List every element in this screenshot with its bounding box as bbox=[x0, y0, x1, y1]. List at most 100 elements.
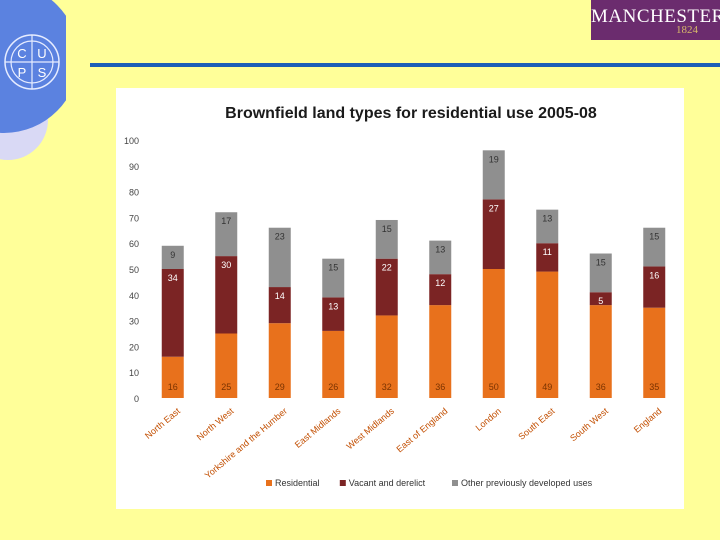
data-label: 16 bbox=[649, 270, 659, 280]
bar-segment bbox=[375, 315, 398, 398]
bar-segment bbox=[643, 227, 666, 267]
y-tick-label: 20 bbox=[129, 342, 139, 352]
bar-segment bbox=[482, 269, 505, 398]
data-label: 50 bbox=[489, 382, 499, 392]
data-label: 34 bbox=[168, 273, 178, 283]
bar-segment bbox=[161, 356, 184, 398]
data-label: 22 bbox=[382, 263, 392, 273]
y-tick-label: 80 bbox=[129, 188, 139, 198]
data-label: 11 bbox=[543, 247, 552, 257]
data-label: 30 bbox=[221, 260, 231, 270]
x-tick-label: East Midlands bbox=[293, 406, 343, 450]
x-tick-label: South East bbox=[516, 406, 557, 442]
bar-segment bbox=[429, 305, 452, 398]
data-label: 29 bbox=[275, 382, 285, 392]
data-label: 26 bbox=[328, 382, 338, 392]
data-label: 36 bbox=[435, 382, 445, 392]
bar-segment bbox=[643, 307, 666, 398]
legend-label: Vacant and derelict bbox=[349, 478, 426, 488]
data-label: 13 bbox=[435, 245, 445, 255]
y-tick-label: 10 bbox=[129, 368, 139, 378]
data-label: 15 bbox=[649, 232, 659, 242]
x-tick-label: London bbox=[474, 406, 503, 433]
data-label: 16 bbox=[168, 382, 178, 392]
data-label: 15 bbox=[328, 263, 338, 273]
data-label: 12 bbox=[435, 278, 445, 288]
data-label: 9 bbox=[170, 250, 175, 260]
badge-letter-u: U bbox=[37, 46, 46, 61]
data-label: 15 bbox=[596, 258, 606, 268]
data-label: 36 bbox=[596, 382, 606, 392]
cups-logo-decoration: C U P S bbox=[0, 0, 66, 160]
university-name: MANCHESTER bbox=[591, 6, 720, 27]
bar-segment bbox=[375, 258, 398, 316]
data-label: 17 bbox=[221, 216, 231, 226]
chart-panel: Brownfield land types for residential us… bbox=[116, 88, 684, 509]
x-tick-label: South West bbox=[568, 406, 610, 444]
bar-segment bbox=[536, 209, 559, 244]
university-year: 1824 bbox=[676, 24, 698, 36]
data-label: 23 bbox=[275, 232, 285, 242]
y-tick-label: 60 bbox=[129, 239, 139, 249]
bar-segment bbox=[429, 274, 452, 306]
y-tick-label: 100 bbox=[124, 136, 139, 146]
legend-swatch bbox=[266, 480, 272, 486]
legend-swatch bbox=[452, 480, 458, 486]
data-label: 15 bbox=[382, 224, 392, 234]
bar-segment bbox=[589, 292, 612, 306]
bar-segment bbox=[536, 271, 559, 398]
bar-segment bbox=[215, 256, 238, 334]
bar-segment bbox=[643, 266, 666, 308]
bar-segment bbox=[375, 219, 398, 259]
badge-letter-c: C bbox=[17, 46, 26, 61]
data-label: 19 bbox=[489, 154, 499, 164]
bar-segment bbox=[482, 150, 505, 200]
y-tick-label: 70 bbox=[129, 213, 139, 223]
x-tick-label: North West bbox=[195, 406, 236, 443]
badge-letter-p: P bbox=[18, 65, 27, 80]
data-label: 14 bbox=[275, 291, 285, 301]
legend-label: Residential bbox=[275, 478, 320, 488]
x-tick-label: England bbox=[632, 406, 664, 435]
university-logo: MANCHESTER 1824 bbox=[591, 0, 720, 40]
bar-segment bbox=[322, 258, 345, 298]
x-tick-label: West Midlands bbox=[345, 406, 397, 452]
header-rule bbox=[90, 63, 720, 67]
y-tick-label: 90 bbox=[129, 162, 139, 172]
bar-segment bbox=[268, 323, 291, 398]
legend-label: Other previously developed uses bbox=[461, 478, 593, 488]
bar-segment bbox=[536, 243, 559, 272]
data-label: 35 bbox=[649, 382, 659, 392]
y-tick-label: 40 bbox=[129, 291, 139, 301]
chart-title: Brownfield land types for residential us… bbox=[225, 105, 597, 122]
badge-letter-s: S bbox=[38, 65, 47, 80]
y-tick-label: 30 bbox=[129, 317, 139, 327]
stacked-bar-chart: Brownfield land types for residential us… bbox=[124, 105, 666, 488]
data-label: 13 bbox=[542, 214, 552, 224]
y-tick-label: 0 bbox=[134, 394, 139, 404]
bar-segment bbox=[215, 212, 238, 257]
legend-swatch bbox=[339, 480, 346, 486]
data-label: 49 bbox=[542, 382, 552, 392]
data-label: 27 bbox=[489, 203, 499, 213]
bar-segment bbox=[268, 287, 291, 324]
bar-segment bbox=[268, 227, 291, 288]
bar-segment bbox=[429, 240, 452, 275]
data-label: 5 bbox=[598, 296, 603, 306]
bar-segment bbox=[322, 330, 345, 398]
bar-segment bbox=[322, 297, 345, 331]
x-tick-label: North East bbox=[143, 406, 182, 441]
data-label: 32 bbox=[382, 382, 392, 392]
data-label: 25 bbox=[221, 382, 231, 392]
bar-segment bbox=[482, 199, 505, 269]
bar-segment bbox=[589, 305, 612, 398]
data-label: 13 bbox=[328, 301, 338, 311]
x-tick-label: East of England bbox=[394, 406, 449, 455]
decor-circle-blue bbox=[0, 0, 66, 133]
y-tick-label: 50 bbox=[129, 265, 139, 275]
cups-badge: C U P S bbox=[4, 34, 60, 90]
bar-segment bbox=[161, 269, 184, 357]
bar-segment bbox=[161, 245, 184, 269]
bar-segment bbox=[589, 253, 612, 293]
bar-segment bbox=[215, 333, 238, 398]
